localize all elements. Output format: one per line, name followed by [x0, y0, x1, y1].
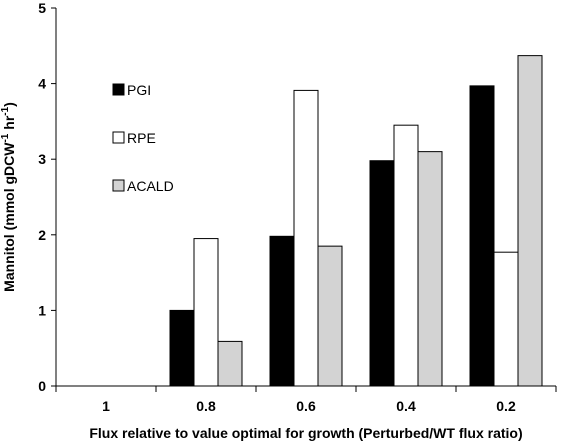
legend-swatch-pgi: [112, 83, 125, 96]
legend-label-acald: ACALD: [127, 178, 174, 194]
y-tick-label-2: 2: [38, 227, 46, 243]
bar-pgi-0.6: [269, 235, 295, 387]
legend-label-pgi: PGI: [127, 82, 151, 98]
y-tick-label-3: 3: [38, 151, 46, 167]
x-tick-label-0.6: 0.6: [296, 398, 316, 414]
legend: PGI RPE ACALD: [112, 82, 174, 194]
bar-pgi-0.8: [169, 309, 195, 387]
y-axis-title-sup-2: -1: [0, 106, 11, 115]
x-tick-label-0.2: 0.2: [496, 398, 516, 414]
bars-layer: [169, 55, 543, 387]
y-ticks-layer: 0 1 2 3 4 5: [38, 0, 56, 394]
bar-acald-0.6: [317, 245, 343, 387]
legend-swatch-acald: [112, 179, 125, 192]
y-tick-label-5: 5: [38, 0, 46, 16]
y-axis-title-end: ): [1, 102, 17, 107]
bar-rpe-0.2: [493, 251, 519, 387]
y-tick-label-1: 1: [38, 302, 46, 318]
bar-pgi-0.2: [469, 85, 495, 387]
y-axis-title-sup-1: -1: [0, 133, 11, 142]
x-tick-label-0.8: 0.8: [196, 398, 216, 414]
y-tick-label-0: 0: [38, 378, 46, 394]
bar-rpe-0.8: [193, 238, 219, 387]
y-axis-title-mid: hr: [1, 115, 17, 133]
bar-rpe-0.4: [393, 124, 419, 387]
x-tick-label-1: 1: [102, 398, 110, 414]
bar-acald-0.2: [517, 55, 543, 387]
bar-acald-0.8: [217, 340, 243, 387]
x-ticks-layer: 1 0.8 0.6 0.4 0.2: [55, 386, 557, 414]
legend-swatch-rpe: [112, 131, 125, 144]
y-axis-title-main: Mannitol (mmol gDCW: [1, 142, 17, 292]
bar-rpe-0.6: [293, 89, 319, 387]
legend-label-rpe: RPE: [127, 130, 156, 146]
bar-acald-0.4: [417, 151, 443, 387]
y-tick-label-4: 4: [38, 76, 46, 92]
y-axis-title: Mannitol (mmol gDCW-1 hr-1): [0, 102, 17, 292]
bar-pgi-0.4: [369, 160, 395, 387]
x-axis-title: Flux relative to value optimal for growt…: [89, 425, 522, 441]
x-tick-label-0.4: 0.4: [396, 398, 416, 414]
